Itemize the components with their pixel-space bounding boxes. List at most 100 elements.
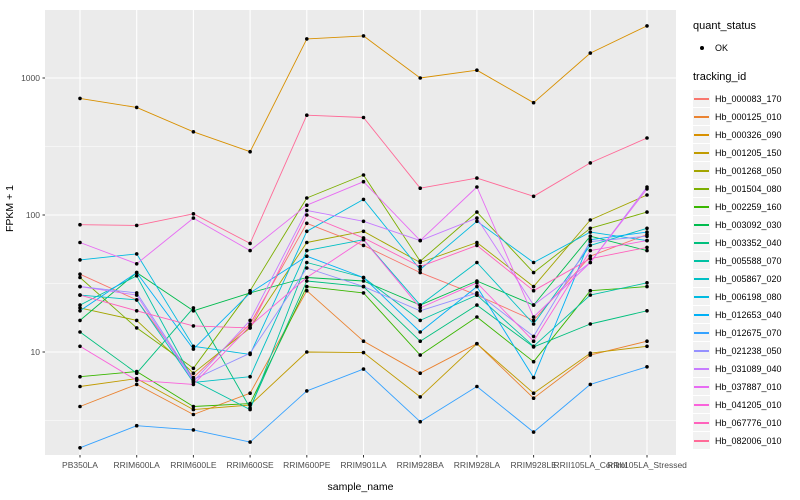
data-point [191, 309, 196, 313]
data-point [78, 303, 82, 307]
data-point [78, 275, 82, 280]
data-point [588, 256, 593, 261]
data-point [248, 291, 252, 295]
data-point [78, 404, 82, 409]
legend-item-label: Hb_001205_150 [715, 147, 782, 158]
legend-item-Hb_001268_050: Hb_001268_050 [690, 162, 800, 179]
data-point [191, 344, 196, 349]
legend-item-Hb_003092_030: Hb_003092_030 [690, 216, 800, 233]
data-point [78, 96, 82, 101]
line-swatch-icon [693, 360, 710, 377]
data-point [305, 37, 309, 41]
data-point [475, 243, 479, 248]
data-point [645, 344, 649, 349]
data-point [248, 407, 252, 412]
data-point [78, 374, 82, 379]
data-point [588, 161, 593, 165]
legend-item-label: Hb_067776_010 [715, 417, 782, 428]
legend-item-label: Hb_000125_010 [715, 111, 782, 122]
data-point [475, 185, 479, 189]
x-tick-label: RRIM600LA [114, 460, 161, 470]
data-point [361, 179, 366, 184]
data-point [531, 334, 536, 339]
legend-tracking-items: Hb_000083_170 Hb_000125_010 Hb_000326_090 H… [690, 90, 800, 449]
data-point [588, 234, 593, 238]
data-point [248, 149, 252, 154]
line-swatch-icon [693, 432, 710, 449]
y-tick-label: 100 [26, 210, 40, 220]
data-point [78, 284, 82, 289]
data-point [361, 279, 366, 283]
data-point [475, 260, 479, 265]
data-point [588, 260, 593, 265]
data-point [361, 34, 366, 38]
data-point [191, 366, 196, 371]
data-point [531, 260, 536, 265]
data-point [361, 243, 366, 248]
data-point [418, 395, 423, 399]
legend-title-quant-status: quant_status [693, 20, 756, 32]
legend-item-label: Hb_005867_020 [715, 273, 782, 284]
legend-title-tracking-id: tracking_id [693, 71, 747, 83]
data-point [531, 375, 536, 380]
data-point [305, 229, 309, 234]
data-point [191, 407, 196, 412]
legend-item-Hb_000125_010: Hb_000125_010 [690, 108, 800, 125]
data-point [475, 281, 479, 285]
data-point [531, 194, 536, 199]
data-point [134, 309, 139, 313]
data-point [645, 339, 649, 344]
data-point [418, 303, 423, 307]
data-point [248, 440, 252, 444]
data-point [134, 371, 139, 376]
data-point [645, 365, 649, 369]
legend-item-label: Hb_005588_070 [715, 255, 782, 266]
data-point [361, 339, 366, 344]
data-point [531, 318, 536, 323]
data-point [418, 419, 423, 424]
data-point [531, 100, 536, 105]
line-swatch-icon [693, 126, 710, 143]
data-point [305, 248, 309, 253]
data-point [305, 208, 309, 213]
data-point [305, 254, 309, 258]
legend-item-label: Hb_041205_010 [715, 399, 782, 410]
data-point [588, 254, 593, 258]
data-point [134, 382, 139, 387]
data-point [134, 105, 139, 110]
legend-item-label: Hb_001268_050 [715, 165, 782, 176]
data-point [588, 351, 593, 356]
chart-panel: PB350LA RRIM600LA RRIM600LE RRIM600SE RRIM60… [21, 10, 687, 470]
data-point [305, 350, 309, 354]
data-point [475, 219, 479, 224]
data-point [78, 272, 82, 277]
y-tick-label: 10 [31, 347, 41, 357]
data-point [361, 115, 366, 120]
data-point [134, 326, 139, 330]
data-point [531, 288, 536, 293]
legend-item-Hb_067776_010: Hb_067776_010 [690, 414, 800, 431]
data-point [134, 270, 139, 275]
data-point [531, 359, 536, 364]
data-point [78, 344, 82, 349]
data-point [645, 309, 649, 313]
legend-item-label: Hb_031089_040 [715, 363, 782, 374]
data-point [418, 306, 423, 310]
data-point [191, 404, 196, 409]
data-point [361, 284, 366, 289]
data-point [588, 288, 593, 293]
data-point [418, 339, 423, 344]
data-point [361, 219, 366, 224]
data-point [305, 240, 309, 245]
data-point [134, 378, 139, 383]
x-tick-label: PB350LA [62, 460, 98, 470]
data-point [645, 284, 649, 289]
data-point [78, 384, 82, 389]
data-point [531, 284, 536, 289]
data-point [248, 391, 252, 396]
data-point [305, 275, 309, 280]
data-point [418, 318, 423, 323]
legend-item-Hb_000326_090: Hb_000326_090 [690, 126, 800, 143]
data-point [418, 270, 423, 275]
data-point [305, 203, 309, 207]
